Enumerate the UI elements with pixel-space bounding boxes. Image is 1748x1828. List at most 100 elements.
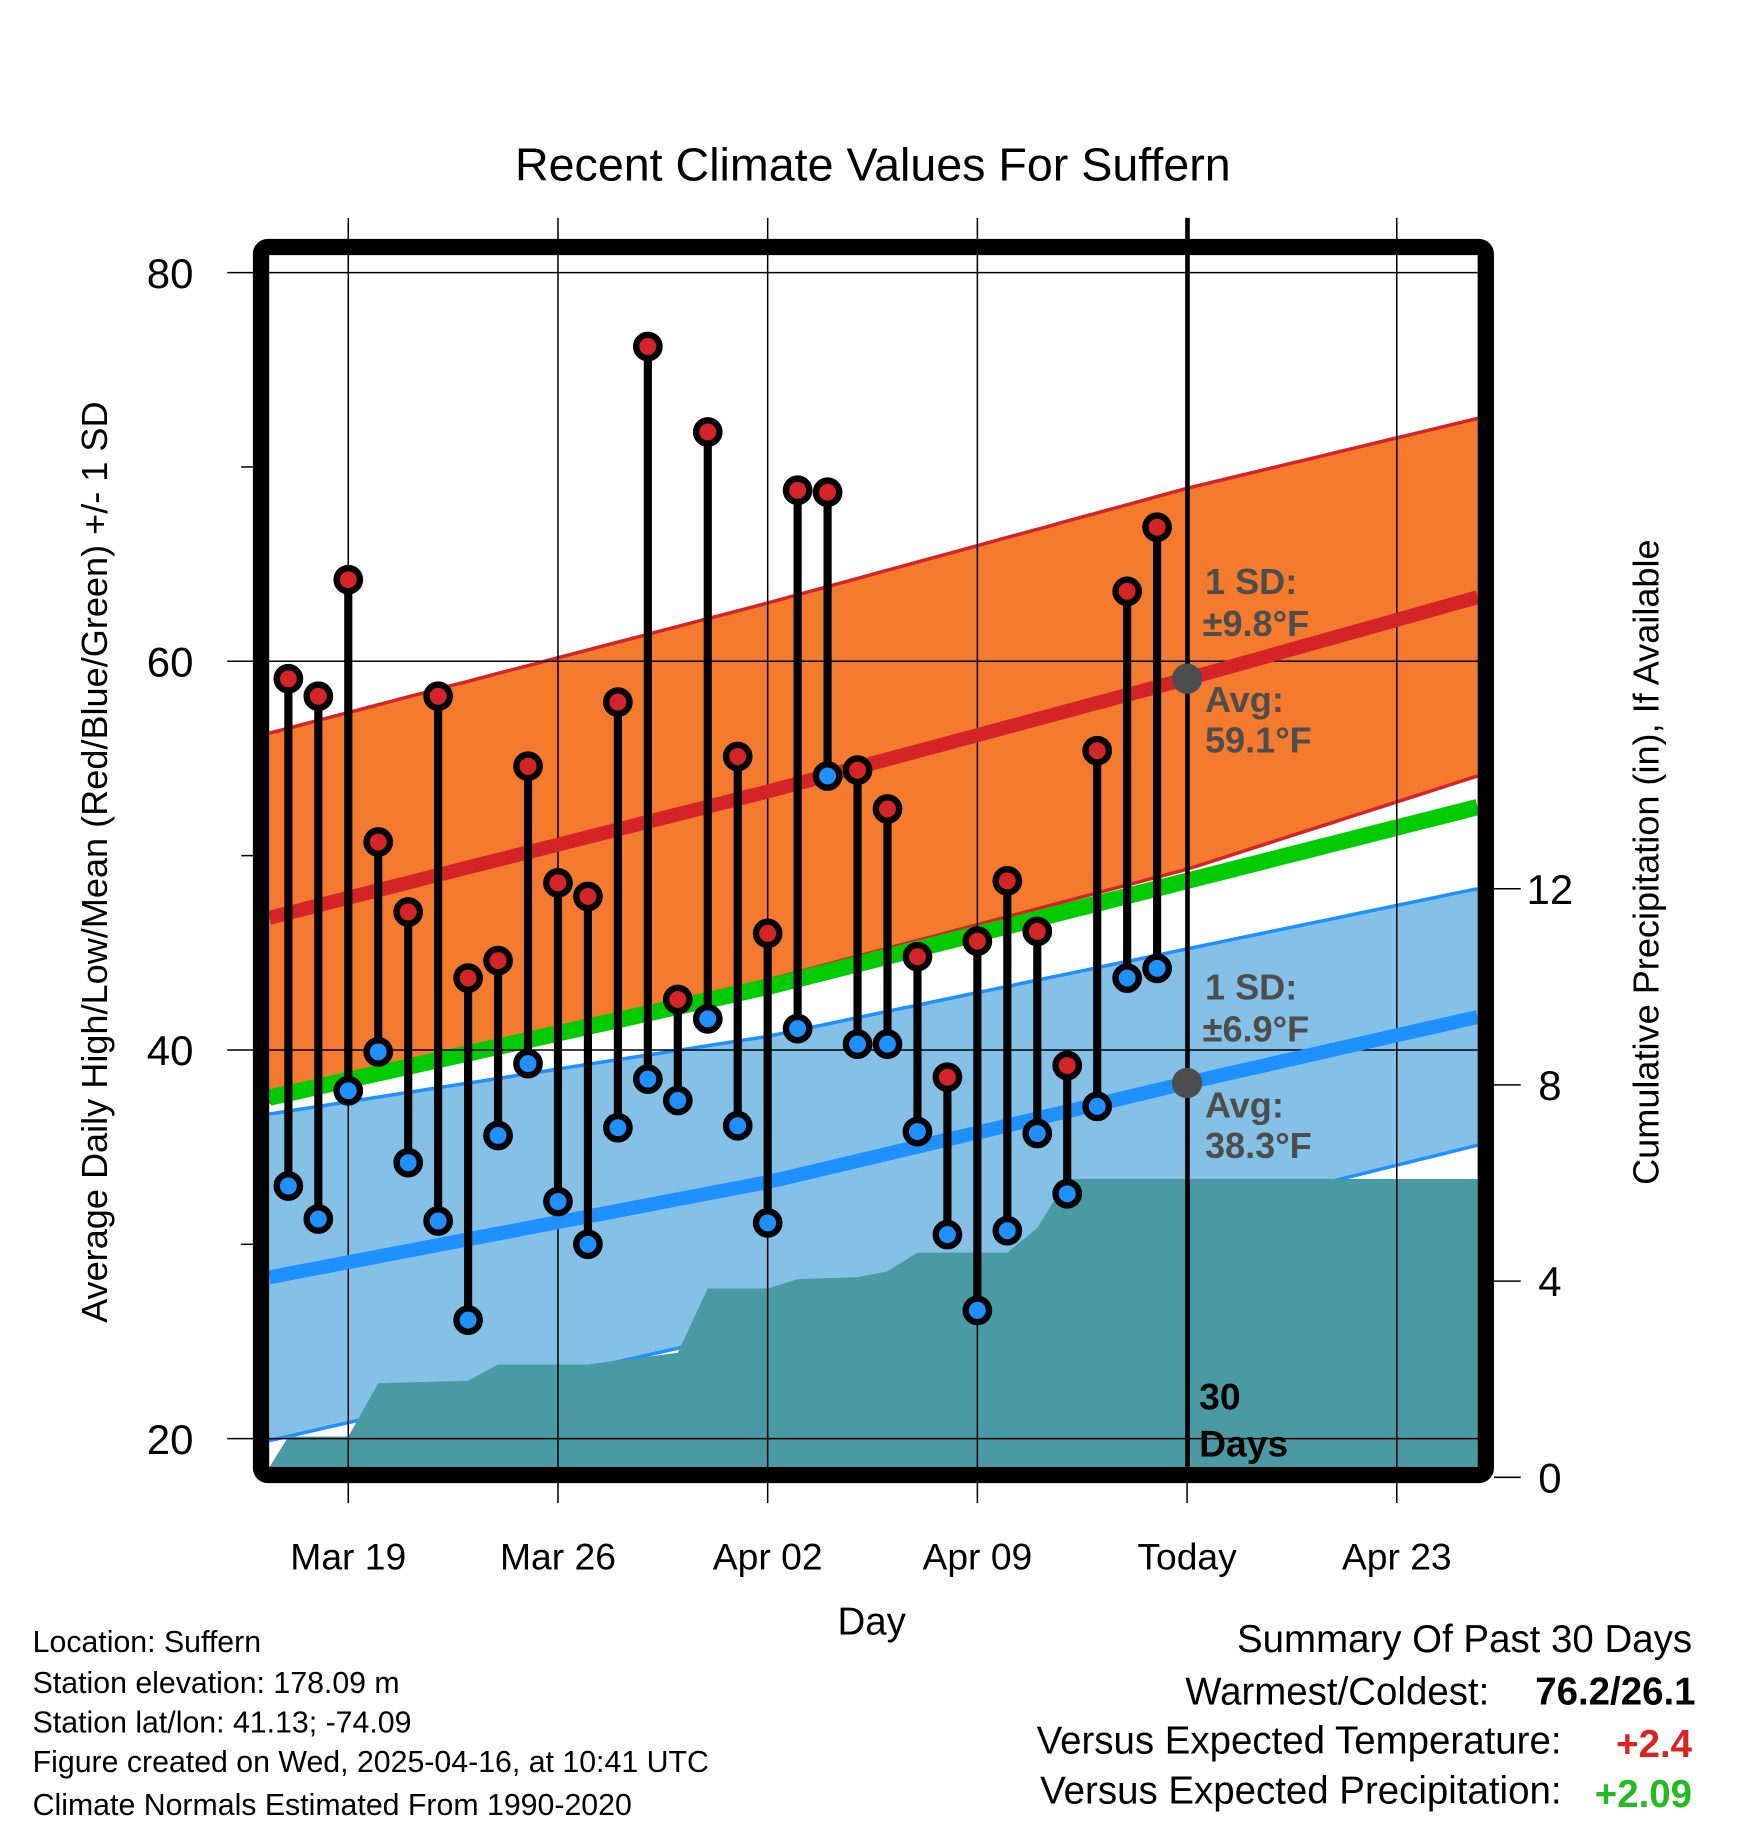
x-tick-label: Apr 23 xyxy=(1342,1535,1452,1577)
daily-high-point xyxy=(453,963,483,993)
low-avg-today-marker xyxy=(1171,1067,1203,1099)
plot-frame xyxy=(252,238,1494,1484)
window-number: 30 xyxy=(1199,1376,1240,1418)
daily-high-point xyxy=(752,918,783,949)
daily-low-point xyxy=(842,1029,873,1059)
summary-title: Summary Of Past 30 Days xyxy=(1237,1618,1692,1661)
daily-low-point xyxy=(662,1085,693,1116)
daily-high-point xyxy=(513,751,543,782)
daily-low-point xyxy=(363,1037,394,1067)
daily-range-stems xyxy=(273,331,1172,1335)
daily-low-point xyxy=(573,1229,603,1260)
y2-axis-title: Cumulative Precipitation (in), If Availa… xyxy=(1625,539,1666,1185)
y2-tick-label: 4 xyxy=(1538,1258,1561,1305)
daily-low-point xyxy=(812,761,843,791)
summary-panel: Summary Of Past 30 Days Warmest/Coldest:… xyxy=(1037,1618,1696,1816)
high-avg-today-marker xyxy=(1171,663,1203,694)
daily-low-point xyxy=(333,1075,364,1106)
y-axis-ticks: 80 60 40 20 xyxy=(147,250,253,1463)
station-info: Location: Suffern Station elevation: 178… xyxy=(33,1626,709,1822)
temp-vs-expected-label: Versus Expected Temperature: xyxy=(1037,1719,1562,1762)
daily-high-point xyxy=(932,1062,963,1093)
daily-high-point xyxy=(573,881,603,912)
x-axis-ticks: Mar 19 Mar 26 Apr 02 Apr 09 Today Apr 23 xyxy=(290,1535,1451,1577)
x-tick-label: Today xyxy=(1137,1535,1237,1577)
daily-high-point xyxy=(1022,916,1053,947)
low-avg-label: Avg: xyxy=(1205,1084,1284,1125)
latlon-text: Station lat/lon: 41.13; -74.09 xyxy=(33,1706,412,1739)
chart-title: Recent Climate Values For Suffern xyxy=(515,139,1231,191)
y2-tick-label: 8 xyxy=(1538,1062,1561,1109)
y-tick-label: 20 xyxy=(147,1416,194,1463)
daily-high-point xyxy=(992,866,1023,896)
daily-high-point xyxy=(842,755,873,785)
precipitation-area xyxy=(269,1179,1478,1468)
precip-vs-expected-label: Versus Expected Precipitation: xyxy=(1040,1770,1561,1813)
high-avg-label: Avg: xyxy=(1205,679,1284,720)
y-tick-label: 80 xyxy=(147,250,194,297)
low-sd-label: 1 SD: xyxy=(1205,967,1297,1008)
daily-low-point xyxy=(543,1186,573,1217)
daily-high-point xyxy=(692,417,723,447)
high-sd-value: ±9.8°F xyxy=(1203,603,1310,644)
low-avg-value: 38.3°F xyxy=(1205,1125,1312,1166)
daily-low-point xyxy=(962,1295,993,1326)
elevation-text: Station elevation: 178.09 m xyxy=(33,1667,400,1700)
daily-high-point xyxy=(722,741,753,772)
daily-high-point xyxy=(1142,512,1172,543)
daily-low-point xyxy=(782,1013,813,1044)
daily-low-point xyxy=(1142,953,1172,984)
daily-low-point xyxy=(453,1305,483,1335)
daily-low-point xyxy=(632,1064,663,1094)
daily-low-point xyxy=(513,1048,543,1079)
daily-low-point xyxy=(722,1110,753,1141)
daily-high-point xyxy=(363,827,394,857)
high-avg-value: 59.1°F xyxy=(1205,720,1312,761)
daily-high-point xyxy=(1052,1050,1083,1081)
daily-low-point xyxy=(872,1029,903,1059)
daily-high-point xyxy=(782,475,813,506)
y2-tick-label: 0 xyxy=(1538,1454,1561,1501)
y-tick-label: 60 xyxy=(147,638,194,685)
daily-low-point xyxy=(1022,1118,1053,1149)
daily-high-point xyxy=(543,867,573,898)
daily-high-point xyxy=(483,945,513,976)
low-sd-band xyxy=(269,888,1478,1441)
daily-high-point xyxy=(1082,735,1113,766)
daily-low-point xyxy=(902,1116,933,1147)
daily-high-point xyxy=(872,794,903,824)
high-upper-sd-line xyxy=(268,416,1479,735)
today-average-markers xyxy=(1171,663,1203,1099)
daily-low-point xyxy=(1052,1178,1083,1209)
daily-low-point xyxy=(1112,963,1143,993)
daily-high-point xyxy=(632,331,663,362)
daily-low-point xyxy=(932,1219,963,1250)
low-annotation: 1 SD: ±6.9°F Avg: 38.3°F xyxy=(1203,967,1312,1166)
daily-high-point xyxy=(603,687,633,717)
daily-high-point xyxy=(273,663,304,694)
x-axis-title: Day xyxy=(837,1601,906,1644)
daily-high-point xyxy=(423,681,454,712)
daily-high-point xyxy=(393,897,424,927)
daily-high-point xyxy=(1112,576,1143,607)
high-mean-line xyxy=(267,590,1480,925)
location-text: Location: Suffern xyxy=(33,1626,261,1659)
daily-high-point xyxy=(902,941,933,972)
precip-vs-expected-value: +2.09 xyxy=(1595,1773,1692,1816)
high-annotation: 1 SD: ±9.8°F Avg: 59.1°F xyxy=(1203,561,1312,760)
low-sd-value: ±6.9°F xyxy=(1203,1009,1310,1050)
daily-low-point xyxy=(692,1004,723,1034)
daily-high-point xyxy=(333,564,364,595)
x-tick-label: Apr 02 xyxy=(713,1535,823,1577)
y2-tick-label: 12 xyxy=(1527,866,1574,913)
daily-high-point xyxy=(962,926,993,956)
warmest-coldest-value: 76.2/26.1 xyxy=(1535,1671,1695,1714)
daily-low-point xyxy=(483,1120,513,1151)
high-sd-label: 1 SD: xyxy=(1205,561,1297,602)
daily-high-point xyxy=(812,477,843,508)
y-tick-label: 40 xyxy=(147,1027,194,1074)
daily-high-point xyxy=(662,984,693,1015)
warmest-coldest-label: Warmest/Coldest: xyxy=(1185,1671,1489,1714)
daily-low-point xyxy=(603,1112,633,1143)
